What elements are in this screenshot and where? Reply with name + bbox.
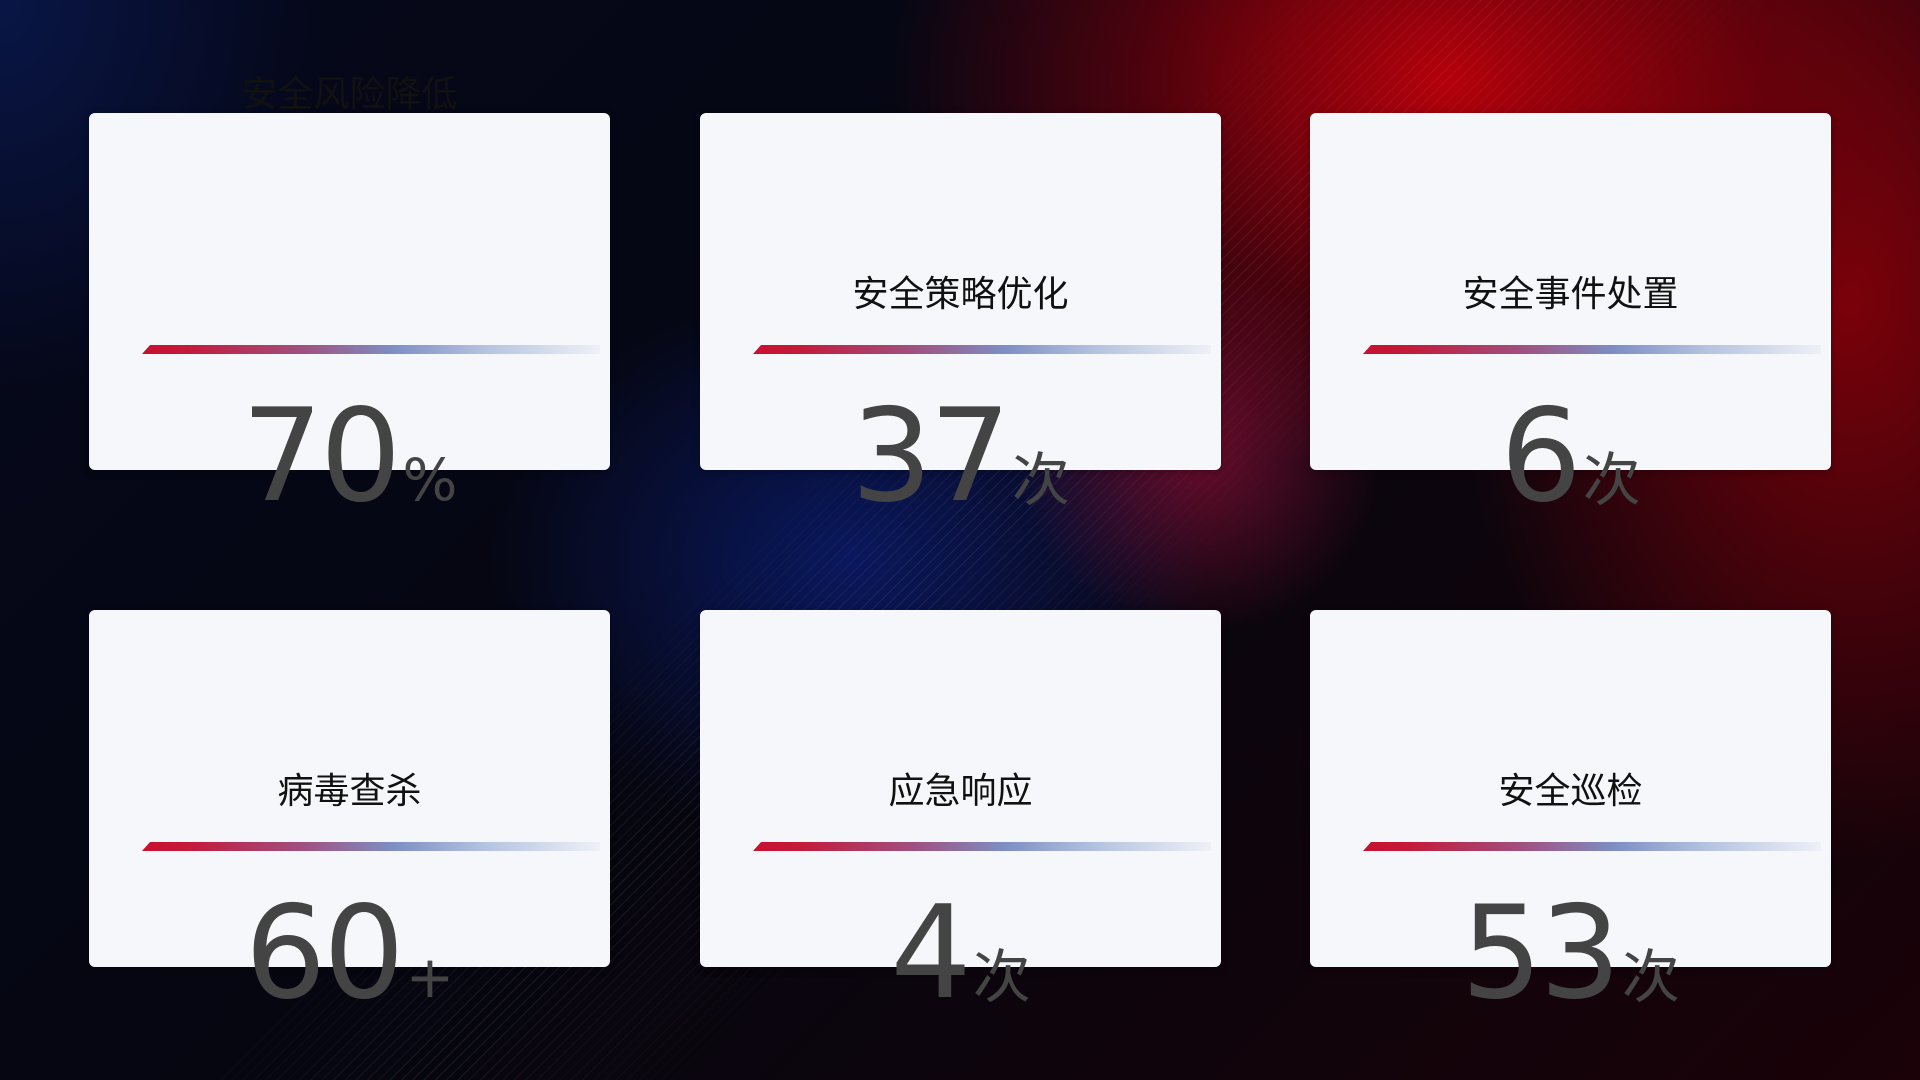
card-title: 安全事件处置: [1462, 274, 1679, 315]
value-unit: 次: [972, 943, 1031, 1011]
stat-card-emergency-response: 应急响应 4次: [700, 610, 1221, 1018]
card-title: 安全巡检: [1498, 771, 1643, 812]
card-divider: [753, 345, 1211, 354]
value-unit: 次: [1621, 943, 1680, 1011]
card-title: 安全风险降低: [241, 74, 458, 115]
value-unit: %: [402, 446, 458, 514]
stat-card-policy-optimization: 安全策略优化 37次: [700, 113, 1221, 521]
value-number: 53: [1461, 879, 1621, 1028]
card-value: 53次: [1310, 890, 1831, 1018]
card-divider: [142, 345, 600, 354]
value-unit: 次: [1011, 446, 1070, 514]
value-number: 6: [1500, 382, 1581, 531]
card-value: 60+: [89, 890, 610, 1018]
card-divider: [142, 842, 600, 851]
value-unit: 次: [1582, 446, 1641, 514]
card-divider: [753, 842, 1211, 851]
value-unit: +: [405, 943, 455, 1011]
stat-card-incident-handling: 安全事件处置 6次: [1310, 113, 1831, 521]
value-number: 4: [890, 879, 971, 1028]
card-value: 6次: [1310, 393, 1831, 521]
value-number: 70: [241, 382, 402, 531]
card-title: 病毒查杀: [277, 771, 422, 812]
card-value: 37次: [700, 393, 1221, 521]
stat-card-risk-reduction: 安全风险降低 70%: [89, 77, 610, 521]
stat-card-virus-removal: 病毒查杀 60+: [89, 610, 610, 1018]
card-divider: [1363, 345, 1821, 354]
card-title: 应急响应: [888, 771, 1033, 812]
card-divider: [1363, 842, 1821, 851]
stat-card-security-patrol: 安全巡检 53次: [1310, 610, 1831, 1018]
card-title: 安全策略优化: [852, 274, 1069, 315]
card-value: 4次: [700, 890, 1221, 1018]
value-number: 37: [851, 382, 1011, 531]
value-number: 60: [244, 879, 405, 1028]
card-value: 70%: [89, 393, 610, 521]
